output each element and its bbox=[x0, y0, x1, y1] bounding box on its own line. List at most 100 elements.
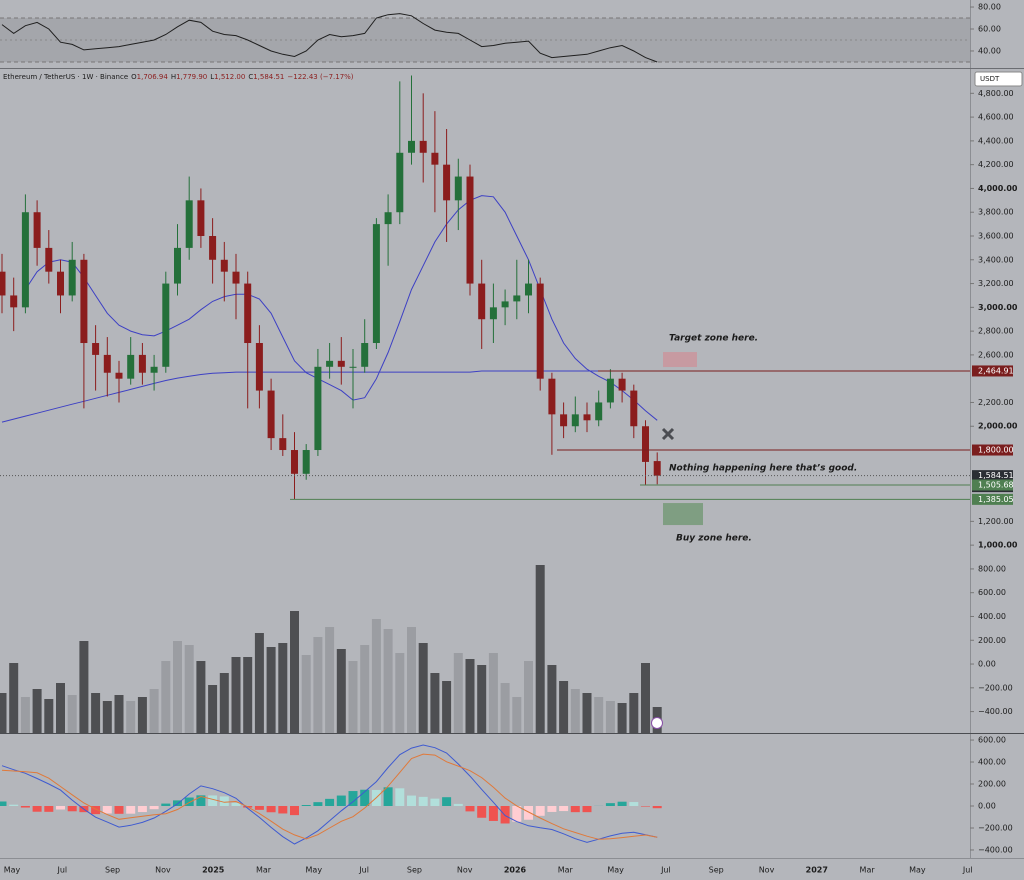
x-tick-label: Nov bbox=[759, 866, 775, 875]
macd-histogram bbox=[360, 789, 370, 806]
candle-body bbox=[560, 414, 568, 427]
candle-body bbox=[302, 450, 310, 474]
candle-body bbox=[21, 212, 29, 308]
y-tick-label: 400.00 bbox=[978, 612, 1006, 621]
y-tick-label: 4,200.00 bbox=[978, 160, 1014, 169]
plot-layer: 80.00 60.00 40.00 4,800.00 4,600.00 4,400.00 4… bbox=[0, 3, 1018, 875]
candle-body bbox=[618, 378, 626, 391]
legend-key: L bbox=[210, 73, 214, 81]
volume-bar bbox=[477, 665, 487, 733]
y-tick-label: 600.00 bbox=[978, 736, 1006, 745]
volume-bar bbox=[371, 619, 381, 733]
y-tick-label: 2,000.00 bbox=[978, 422, 1018, 431]
macd-line bbox=[1, 753, 658, 840]
macd-histogram bbox=[301, 805, 311, 806]
y-tick-label: 200.00 bbox=[978, 780, 1006, 789]
candle-body bbox=[267, 390, 275, 439]
x-tick-label: Sep bbox=[105, 866, 120, 875]
macd-histogram bbox=[254, 805, 264, 810]
candle-body bbox=[103, 354, 111, 373]
macd-histogram bbox=[32, 805, 42, 812]
volume-bar bbox=[126, 701, 136, 733]
volume-bar bbox=[582, 693, 592, 733]
volume-bar bbox=[67, 695, 77, 733]
candle-body bbox=[478, 283, 486, 320]
annotation-note: Nothing happening here that’s good. bbox=[669, 464, 857, 474]
volume-bar bbox=[196, 661, 206, 733]
volume-bar bbox=[488, 653, 498, 733]
candle-body bbox=[291, 450, 298, 474]
volume-bar bbox=[266, 647, 276, 733]
candle-body bbox=[162, 283, 170, 367]
candle-body bbox=[396, 152, 404, 213]
macd-histogram bbox=[605, 803, 615, 806]
macd-histogram bbox=[547, 805, 557, 812]
macd-histogram bbox=[570, 805, 580, 813]
rsi-line bbox=[1, 13, 658, 63]
volume-bar bbox=[395, 653, 405, 733]
macd-line bbox=[1, 744, 658, 845]
y-tick-label: 0.00 bbox=[978, 801, 996, 810]
price-label: 2,464.91 bbox=[978, 366, 1014, 375]
volume-bar bbox=[137, 697, 147, 733]
candle-body bbox=[57, 271, 64, 296]
candle-body bbox=[443, 164, 451, 201]
price-label: 1,800.00 bbox=[978, 446, 1014, 455]
candle-body bbox=[501, 301, 509, 308]
candle-body bbox=[209, 236, 217, 260]
volume-bar bbox=[149, 689, 159, 733]
x-tick-label: Jul bbox=[358, 866, 369, 875]
macd-histogram bbox=[114, 805, 124, 814]
legend-key: O bbox=[131, 73, 137, 81]
macd-histogram bbox=[383, 787, 393, 806]
candle-body bbox=[127, 354, 135, 379]
macd-histogram bbox=[559, 805, 569, 812]
candle-body bbox=[408, 140, 415, 153]
volume-bar bbox=[290, 611, 299, 733]
candle-body bbox=[372, 224, 380, 344]
candle-body bbox=[232, 271, 240, 284]
volume-bar bbox=[0, 693, 7, 733]
macd-histogram bbox=[9, 804, 19, 806]
macd-histogram bbox=[173, 800, 182, 806]
x-tick-label: Mar bbox=[860, 866, 876, 875]
volume-bar bbox=[114, 695, 124, 733]
macd-histogram bbox=[137, 805, 147, 813]
y-tick-label: 3,200.00 bbox=[978, 279, 1014, 288]
macd-histogram bbox=[231, 802, 241, 806]
x-tick-label: 2026 bbox=[504, 866, 527, 875]
volume-bar bbox=[594, 697, 604, 733]
candle-body bbox=[419, 140, 427, 153]
candle-body bbox=[489, 307, 497, 320]
legend-items: O1,706.94 H1,779.90 L1,512.00 C1,584.51 bbox=[131, 73, 284, 81]
macd-histogram bbox=[44, 805, 54, 812]
volume-bar bbox=[360, 645, 370, 733]
candle-body bbox=[653, 461, 661, 476]
x-stroke bbox=[661, 427, 675, 441]
y-tick-label: 2,200.00 bbox=[978, 398, 1014, 407]
event-icon[interactable] bbox=[651, 717, 663, 729]
macd-histogram bbox=[617, 801, 627, 806]
macd-histogram bbox=[0, 801, 7, 806]
macd-histogram bbox=[453, 803, 463, 806]
volume-bar bbox=[184, 645, 194, 733]
candle-body bbox=[174, 247, 181, 284]
volume-bar bbox=[617, 703, 627, 733]
macd-histogram bbox=[290, 805, 299, 816]
legend: Ethereum / TetherUS · 1W · Binance O1,706… bbox=[3, 73, 354, 81]
currency: USDT bbox=[980, 75, 1000, 83]
legend-value: 1,512.00 bbox=[214, 73, 245, 81]
annotation-buy: Buy zone here. bbox=[676, 534, 752, 544]
volume-bar bbox=[524, 661, 533, 733]
macd-histogram bbox=[196, 795, 206, 806]
macd-histogram bbox=[430, 798, 440, 806]
candle-body bbox=[431, 152, 439, 165]
volume-bar bbox=[418, 643, 428, 733]
volume-bar bbox=[278, 643, 288, 733]
price-label-box bbox=[972, 479, 1013, 491]
y-tick-label: 4,000.00 bbox=[978, 184, 1018, 193]
candle-body bbox=[138, 354, 146, 373]
macd-histogram bbox=[348, 791, 358, 806]
macd-histogram bbox=[278, 805, 288, 814]
